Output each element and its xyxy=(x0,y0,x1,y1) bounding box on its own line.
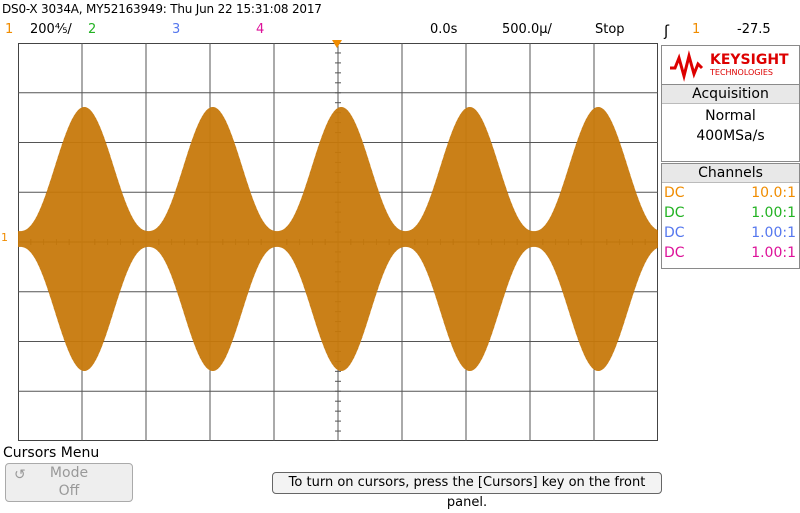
time-scale[interactable]: 500.0µ/ xyxy=(502,22,552,37)
logo-sub: TECHNOLOGIES xyxy=(710,68,773,77)
logo-brand: KEYSIGHT xyxy=(710,52,789,68)
channel-row-2[interactable]: DC 1.00:1 xyxy=(662,203,799,223)
ch1-scale[interactable]: 200⅘/ xyxy=(30,22,72,37)
trigger-channel[interactable]: 1 xyxy=(692,22,701,37)
window-title: DS0-X 3034A, MY52163949: Thu Jun 22 15:3… xyxy=(2,2,322,16)
cursors-menu-title: Cursors Menu xyxy=(3,445,100,461)
ch2-coupling: DC xyxy=(664,205,685,221)
ch1-number[interactable]: 1 xyxy=(5,22,14,37)
ch1-ground-marker: 1 xyxy=(1,231,8,244)
ch1-coupling: DC xyxy=(664,185,685,201)
ch4-number[interactable]: 4 xyxy=(256,22,265,37)
ch3-number[interactable]: 3 xyxy=(172,22,181,37)
ch2-probe: 1.00:1 xyxy=(751,205,796,221)
ch1-probe: 10.0:1 xyxy=(751,185,796,201)
mode-label: Mode xyxy=(49,465,89,481)
graticule xyxy=(18,43,658,441)
trigger-level[interactable]: -27.5 xyxy=(737,22,771,37)
undo-arrow-icon: ↺ xyxy=(14,467,26,483)
ch2-number[interactable]: 2 xyxy=(88,22,97,37)
channel-row-1[interactable]: DC 10.0:1 xyxy=(662,183,799,203)
acquisition-title: Acquisition xyxy=(662,85,799,104)
acquisition-rate: 400MSa/s xyxy=(696,128,765,144)
time-delay[interactable]: 0.0s xyxy=(430,22,458,37)
run-state[interactable]: Stop xyxy=(595,22,625,37)
channels-panel[interactable]: Channels DC 10.0:1 DC 1.00:1 DC 1.00:1 D… xyxy=(661,163,800,269)
channel-row-3[interactable]: DC 1.00:1 xyxy=(662,223,799,243)
trigger-edge-icon: ʃ xyxy=(664,22,670,40)
cursor-mode-softkey[interactable]: ↺ Mode Off xyxy=(5,463,133,502)
acquisition-panel[interactable]: Acquisition Normal 400MSa/s xyxy=(661,84,800,162)
waveform-display[interactable] xyxy=(18,43,658,441)
trigger-position-marker xyxy=(332,40,342,48)
ch4-probe: 1.00:1 xyxy=(751,245,796,261)
mode-value: Off xyxy=(58,483,80,499)
status-message: To turn on cursors, press the [Cursors] … xyxy=(272,472,662,510)
ch3-coupling: DC xyxy=(664,225,685,241)
keysight-wave-icon xyxy=(670,50,704,82)
acquisition-mode: Normal xyxy=(705,108,756,124)
ch4-coupling: DC xyxy=(664,245,685,261)
keysight-logo: KEYSIGHT TECHNOLOGIES xyxy=(661,45,800,85)
channels-title: Channels xyxy=(662,164,799,183)
ch3-probe: 1.00:1 xyxy=(751,225,796,241)
channel-row-4[interactable]: DC 1.00:1 xyxy=(662,243,799,263)
